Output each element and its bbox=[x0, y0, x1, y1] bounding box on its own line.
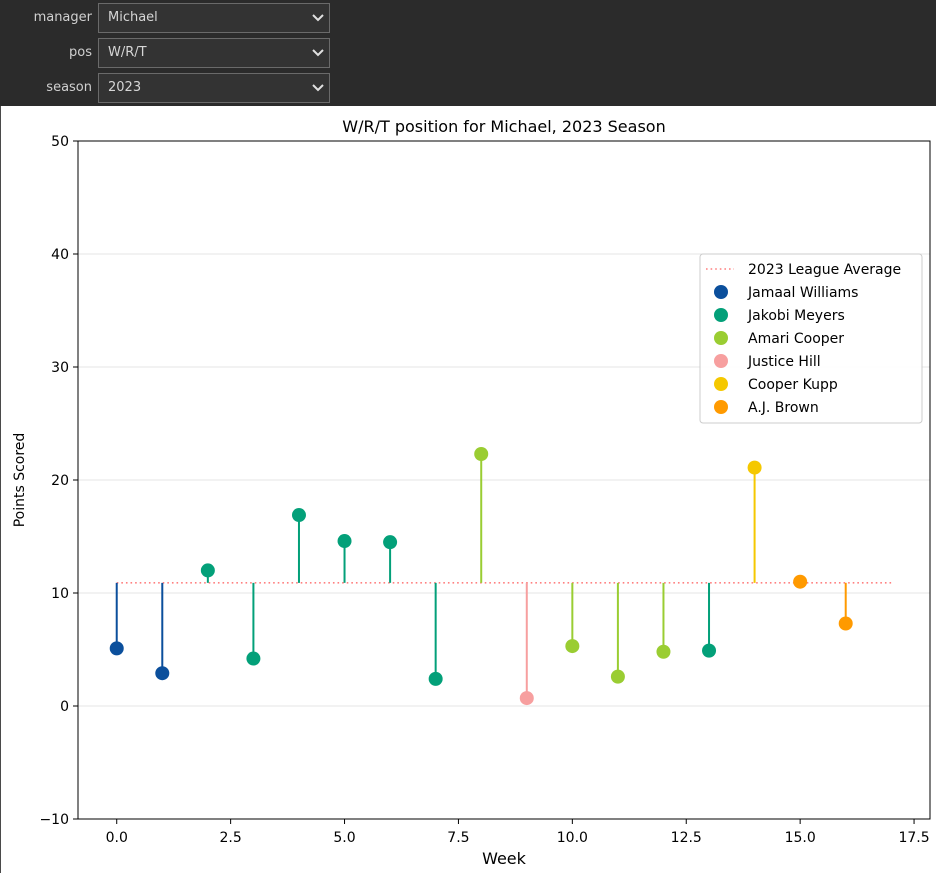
season-label: season bbox=[46, 80, 92, 95]
data-point bbox=[383, 535, 398, 550]
manager-select-value: Michael bbox=[108, 10, 158, 25]
data-point bbox=[519, 691, 534, 706]
data-point bbox=[291, 508, 306, 523]
legend-marker bbox=[714, 377, 728, 391]
data-point bbox=[109, 641, 124, 656]
point-layer bbox=[109, 447, 853, 706]
legend-label: Cooper Kupp bbox=[748, 377, 838, 393]
y-tick-label: 30 bbox=[51, 360, 69, 376]
legend-label: A.J. Brown bbox=[748, 400, 819, 416]
y-axis-label: Points Scored bbox=[12, 433, 28, 528]
pos-select[interactable]: W/R/T bbox=[98, 38, 330, 68]
legend-label: Jamaal Williams bbox=[747, 285, 858, 301]
data-point bbox=[747, 460, 762, 475]
legend-marker bbox=[714, 400, 728, 414]
tick-layer: −10 0 10 20 30 40 50 0.0 2.5 5.0 7.5 10.0 12.5 15.0 17… bbox=[39, 134, 929, 846]
chevron-down-icon bbox=[312, 49, 324, 57]
season-control-row: season 2023 bbox=[0, 73, 340, 103]
manager-control-row: manager Michael bbox=[0, 3, 340, 33]
legend-marker bbox=[714, 354, 728, 368]
x-axis-label: Week bbox=[482, 849, 527, 868]
legend-box bbox=[699, 253, 923, 424]
legend-marker bbox=[714, 308, 728, 322]
stem-layer bbox=[115, 454, 847, 699]
data-point bbox=[610, 669, 625, 684]
data-point bbox=[702, 643, 717, 658]
chart-title: W/R/T position for Michael, 2023 Season bbox=[342, 117, 665, 136]
x-tick-label: 17.5 bbox=[898, 830, 929, 846]
legend-label: Jakobi Meyers bbox=[747, 308, 845, 324]
y-tick-label: 10 bbox=[51, 586, 69, 602]
chevron-down-icon bbox=[312, 84, 324, 92]
data-point bbox=[246, 651, 261, 666]
x-tick-label: 7.5 bbox=[447, 830, 469, 846]
filter-controls: manager Michael pos W/R/T season 2023 bbox=[0, 0, 936, 106]
data-point bbox=[200, 563, 215, 578]
legend-marker bbox=[714, 331, 728, 345]
x-tick-label: 0.0 bbox=[106, 830, 128, 846]
y-tick-label: 50 bbox=[51, 134, 69, 150]
x-tick-label: 10.0 bbox=[557, 830, 588, 846]
data-point bbox=[337, 534, 352, 549]
legend: 2023 League Average Jamaal Williams Jakobi… bbox=[699, 253, 923, 424]
y-tick-label: 0 bbox=[60, 699, 69, 715]
season-select-value: 2023 bbox=[108, 80, 142, 95]
x-tick-label: 15.0 bbox=[785, 830, 816, 846]
data-point bbox=[793, 574, 808, 589]
x-tick-label: 5.0 bbox=[333, 830, 355, 846]
manager-select[interactable]: Michael bbox=[98, 3, 330, 33]
chevron-down-icon bbox=[312, 14, 324, 22]
y-tick-label: −10 bbox=[39, 812, 69, 828]
x-tick-label: 2.5 bbox=[219, 830, 241, 846]
x-tick-label: 12.5 bbox=[671, 830, 702, 846]
legend-marker bbox=[714, 285, 728, 299]
pos-select-value: W/R/T bbox=[108, 45, 147, 60]
y-tick-label: 40 bbox=[51, 247, 69, 263]
chart-frame: −10 0 10 20 30 40 50 0.0 2.5 5.0 7.5 10.0 12.5 15.0 17… bbox=[0, 106, 936, 873]
data-point bbox=[838, 616, 853, 631]
data-point bbox=[474, 447, 489, 462]
pos-label: pos bbox=[69, 45, 92, 60]
data-point bbox=[428, 671, 443, 686]
data-point bbox=[656, 644, 671, 659]
legend-label: 2023 League Average bbox=[748, 262, 901, 278]
pos-control-row: pos W/R/T bbox=[0, 38, 340, 68]
data-point bbox=[565, 639, 580, 654]
legend-label: Amari Cooper bbox=[748, 331, 844, 347]
season-select[interactable]: 2023 bbox=[98, 73, 330, 103]
data-point bbox=[155, 666, 170, 681]
manager-label: manager bbox=[33, 10, 92, 25]
y-tick-label: 20 bbox=[51, 473, 69, 489]
grid-layer bbox=[78, 140, 930, 820]
legend-label: Justice Hill bbox=[747, 354, 821, 370]
points-chart: −10 0 10 20 30 40 50 0.0 2.5 5.0 7.5 10.0 12.5 15.0 17… bbox=[12, 117, 931, 868]
